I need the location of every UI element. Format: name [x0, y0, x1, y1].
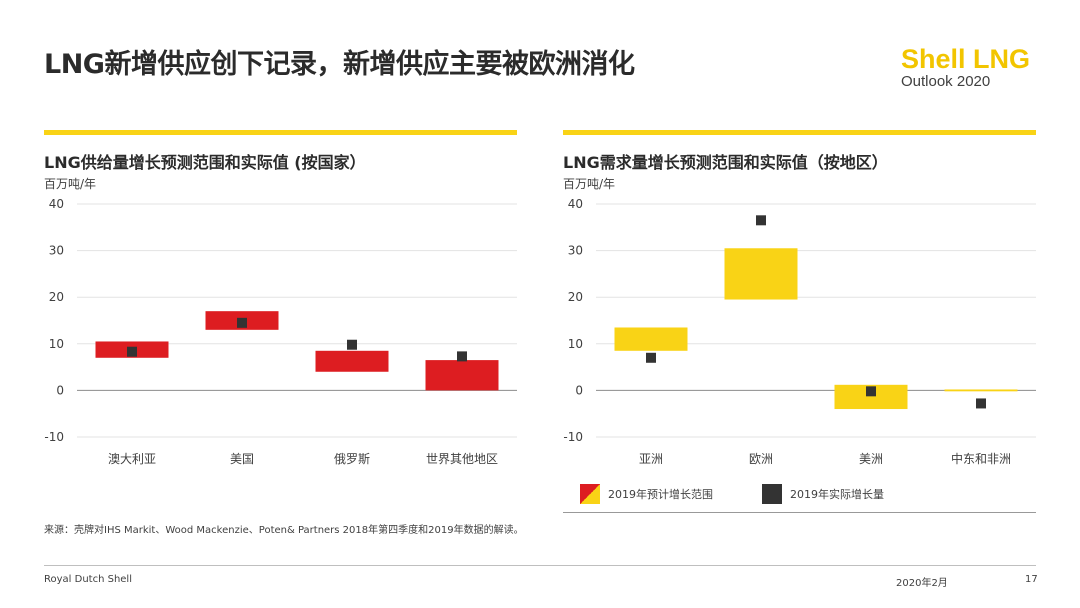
x-category-label: 美洲 — [859, 452, 883, 466]
panel-accent-bar — [44, 130, 517, 135]
page-title: LNG新增供应创下记录，新增供应主要被欧洲消化 — [44, 49, 635, 80]
demand-chart-panel: LNG需求量增长预测范围和实际值（按地区） 百万吨/年 40 30 20 10 0 -10… — [563, 130, 1036, 486]
actual-marker — [866, 386, 876, 397]
legend-actual-swatch — [762, 484, 782, 504]
supply-chart-title: LNG供给量增长预测范围和实际值 (按国家） — [44, 153, 366, 172]
supply-chart: 40 30 20 10 0 -10 澳大利亚 美国 俄罗斯 世界其他地区 — [44, 197, 517, 466]
range-bar — [614, 327, 688, 351]
footer-company: Royal Dutch Shell — [44, 574, 132, 585]
y-tick-label: 0 — [56, 383, 64, 397]
footer-divider — [44, 565, 1036, 566]
demand-chart: 40 30 20 10 0 -10 亚洲 欧洲 美洲 中东和非洲 — [563, 197, 1036, 466]
footer-date: 2020年2月 — [896, 578, 948, 589]
y-tick-label: 30 — [49, 244, 64, 258]
x-category-label: 世界其他地区 — [426, 452, 498, 466]
legend-actual-label: 2019年实际增长量 — [790, 488, 884, 501]
x-category-label: 欧洲 — [749, 452, 773, 466]
y-tick-label: 10 — [49, 337, 64, 351]
x-category-label: 亚洲 — [639, 452, 663, 466]
demand-chart-unit: 百万吨/年 — [563, 177, 616, 191]
range-bar — [724, 248, 798, 300]
legend-item-actual: 2019年实际增长量 — [762, 484, 884, 504]
x-category-label: 美国 — [230, 452, 254, 466]
y-tick-label: 40 — [49, 197, 64, 211]
legend-item-range: 2019年预计增长范围 — [580, 484, 713, 504]
actual-marker — [457, 351, 467, 362]
supply-chart-panel: LNG供给量增长预测范围和实际值 (按国家） 百万吨/年 40 30 20 10 0 -1… — [44, 130, 517, 486]
brand-line1: Shell LNG — [900, 44, 1030, 74]
panel-accent-bar — [563, 130, 1036, 135]
legend-range-swatch — [580, 484, 600, 504]
y-tick-label: 0 — [575, 383, 583, 397]
range-bar — [315, 350, 389, 372]
range-bar — [425, 360, 499, 391]
demand-chart-title: LNG需求量增长预测范围和实际值（按地区） — [563, 153, 888, 172]
x-category-label: 澳大利亚 — [108, 452, 156, 466]
supply-chart-unit: 百万吨/年 — [44, 177, 97, 191]
y-tick-label: 20 — [49, 290, 64, 304]
brand-line2: Outlook 2020 — [900, 73, 991, 90]
y-tick-label: 10 — [568, 337, 583, 351]
brand-logo: Shell LNG Outlook 2020 — [901, 44, 1030, 90]
y-tick-label: 40 — [568, 197, 583, 211]
x-category-label: 中东和非洲 — [951, 451, 1011, 466]
y-tick-label: 30 — [568, 244, 583, 258]
actual-marker — [646, 352, 656, 363]
y-tick-label: -10 — [563, 430, 583, 444]
legend-range-label: 2019年预计增长范围 — [608, 488, 713, 501]
y-tick-label: -10 — [44, 430, 64, 444]
actual-marker — [347, 339, 357, 350]
actual-marker — [976, 398, 986, 409]
actual-marker — [756, 215, 766, 226]
y-tick-label: 20 — [568, 290, 583, 304]
source-note: 来源：壳牌对IHS Markit、Wood Mackenzie、Poten& P… — [44, 525, 524, 536]
page-number: 17 — [1025, 574, 1038, 585]
x-category-label: 俄罗斯 — [334, 452, 370, 466]
range-bar — [944, 389, 1018, 392]
actual-marker — [127, 346, 137, 357]
actual-marker — [237, 317, 247, 328]
legend-divider — [563, 512, 1036, 513]
